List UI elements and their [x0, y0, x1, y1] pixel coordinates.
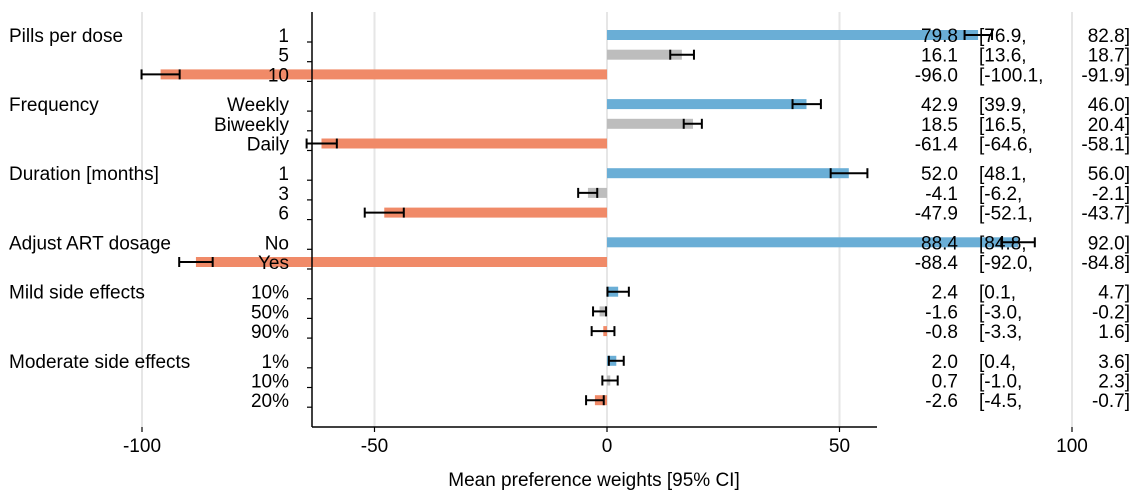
- value-ci-lower: [48.1,: [979, 164, 1027, 185]
- level-label: 1: [278, 26, 289, 47]
- value-estimate: 88.4: [921, 233, 958, 254]
- value-ci-lower: [-64.6,: [979, 135, 1033, 156]
- value-ci-upper: -58.1]: [1081, 135, 1130, 156]
- value-ci-lower: [-52.1,: [979, 204, 1033, 225]
- value-column: 79.8 [76.9, 82.8] 16.1 [13.6, 18.7] -96.0 [-100…: [915, 26, 1130, 412]
- level-label: 10: [268, 65, 289, 86]
- value-ci-lower: [84.8,: [979, 233, 1027, 254]
- level-label: 1: [278, 164, 289, 185]
- value-estimate: 16.1: [921, 46, 958, 67]
- value-ci-upper: -91.9]: [1081, 65, 1130, 86]
- value-estimate: 2.4: [932, 283, 959, 304]
- group-label: Adjust ART dosage: [9, 233, 171, 254]
- value-estimate: 18.5: [921, 115, 958, 136]
- value-ci-upper: 18.7]: [1088, 46, 1130, 67]
- group-label: Pills per dose: [9, 26, 123, 47]
- value-ci-lower: [-6.2,: [979, 184, 1022, 205]
- value-ci-upper: -0.7]: [1092, 391, 1130, 412]
- bar: [607, 168, 849, 179]
- value-estimate: -61.4: [915, 135, 959, 156]
- group-label: Frequency: [9, 95, 99, 116]
- bar: [607, 237, 1019, 248]
- value-estimate: 42.9: [921, 95, 958, 116]
- x-tick-label: 50: [829, 436, 850, 457]
- value-ci-lower: [-3.0,: [979, 302, 1022, 323]
- value-ci-lower: [-1.0,: [979, 372, 1022, 393]
- value-ci-lower: [16.5,: [979, 115, 1027, 136]
- level-label: 1%: [262, 352, 290, 373]
- plot-frame: [307, 12, 877, 428]
- value-ci-upper: -43.7]: [1081, 204, 1130, 225]
- value-ci-lower: [-100.1,: [979, 65, 1043, 86]
- value-ci-upper: 4.7]: [1098, 283, 1130, 304]
- x-tick-label: 100: [1056, 436, 1088, 457]
- bar: [607, 49, 682, 60]
- group-labels: Pills per dose Frequency Duration [months]…: [9, 26, 190, 373]
- x-tick-label: -50: [361, 436, 388, 457]
- level-label: 50%: [251, 302, 289, 323]
- value-ci-lower: [39.9,: [979, 95, 1027, 116]
- level-label: 90%: [251, 322, 289, 343]
- value-ci-upper: -0.2]: [1092, 302, 1130, 323]
- group-label: Mild side effects: [9, 283, 145, 304]
- value-ci-lower: [-3.3,: [979, 322, 1022, 343]
- bar: [195, 257, 607, 267]
- value-ci-lower: [76.9,: [979, 26, 1027, 47]
- bar: [384, 207, 607, 218]
- value-estimate: -88.4: [915, 253, 959, 274]
- value-estimate: 79.8: [921, 26, 958, 47]
- value-estimate: -2.6: [925, 391, 958, 412]
- value-estimate: -96.0: [915, 65, 958, 86]
- gridlines: [141, 12, 1073, 427]
- value-estimate: -0.8: [925, 322, 958, 343]
- value-estimate: -4.1: [925, 184, 958, 205]
- value-ci-upper: 1.6]: [1098, 322, 1130, 343]
- value-estimate: -1.6: [925, 302, 958, 323]
- level-label: No: [265, 233, 289, 254]
- level-label: 20%: [251, 391, 289, 412]
- level-label: Daily: [247, 135, 290, 156]
- value-ci-upper: -2.1]: [1092, 184, 1130, 205]
- x-tick-label: -100: [123, 436, 161, 457]
- bars: [160, 30, 1019, 406]
- value-ci-lower: [-92.0,: [979, 253, 1033, 274]
- bar: [607, 99, 807, 110]
- level-label: 3: [278, 184, 289, 205]
- group-label: Moderate side effects: [9, 352, 190, 373]
- value-ci-upper: 56.0]: [1088, 164, 1130, 185]
- value-estimate: 52.0: [921, 164, 958, 185]
- value-ci-lower: [13.6,: [979, 46, 1027, 67]
- value-estimate: 2.0: [932, 352, 958, 373]
- value-estimate: -47.9: [915, 204, 958, 225]
- bar: [607, 30, 979, 40]
- level-label: Yes: [258, 253, 289, 274]
- value-ci-upper: 46.0]: [1088, 95, 1130, 116]
- bar: [607, 118, 694, 129]
- value-ci-lower: [0.1,: [979, 283, 1016, 304]
- value-ci-upper: 3.6]: [1098, 352, 1130, 373]
- level-label: 5: [278, 46, 289, 67]
- level-label: 10%: [251, 283, 289, 304]
- value-ci-upper: -84.8]: [1081, 253, 1130, 274]
- level-label: 6: [278, 204, 289, 225]
- x-tick-label: 0: [602, 436, 613, 457]
- value-estimate: 0.7: [932, 372, 958, 393]
- bar: [160, 69, 607, 80]
- value-ci-lower: [-4.5,: [979, 391, 1022, 412]
- value-ci-upper: 82.8]: [1088, 26, 1130, 47]
- error-bars: [140, 30, 1036, 406]
- group-label: Duration [months]: [9, 164, 159, 185]
- level-label: 10%: [251, 372, 289, 393]
- bar: [321, 138, 607, 149]
- value-ci-upper: 20.4]: [1088, 115, 1130, 136]
- level-label: Biweekly: [214, 115, 289, 136]
- value-ci-upper: 2.3]: [1098, 372, 1130, 393]
- x-axis-title: Mean preference weights [95% CI]: [448, 470, 740, 491]
- x-axis-ticks: -100 -50 0 50 100: [123, 427, 1088, 457]
- level-label: Weekly: [227, 95, 289, 116]
- value-ci-lower: [0.4,: [979, 352, 1016, 373]
- level-labels: 1510WeeklyBiweeklyDaily136NoYes10%50%90%…: [214, 26, 289, 412]
- value-ci-upper: 92.0]: [1088, 233, 1130, 254]
